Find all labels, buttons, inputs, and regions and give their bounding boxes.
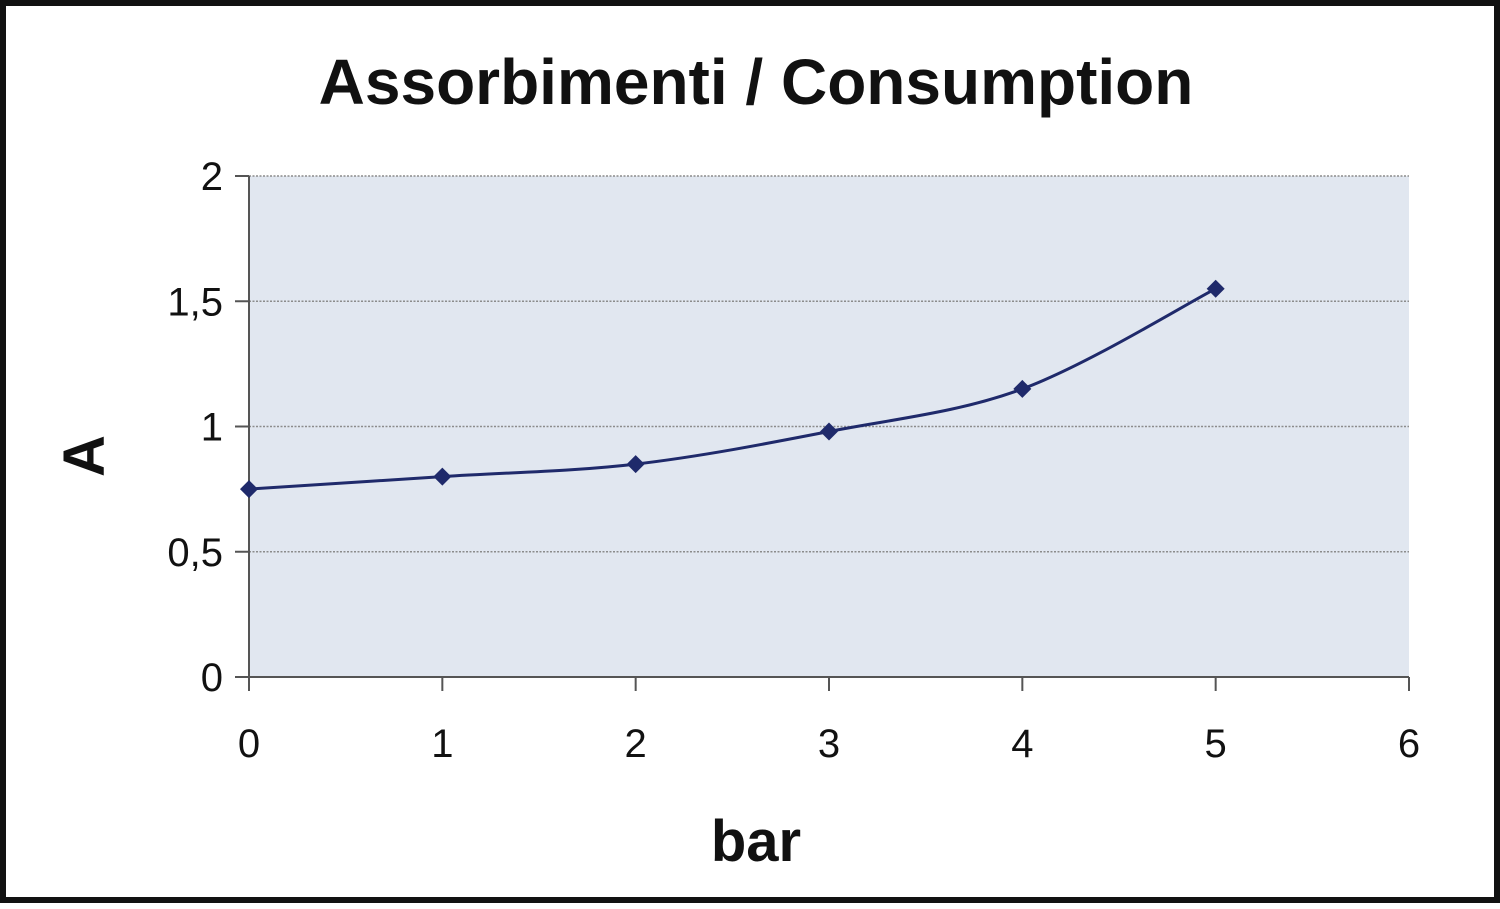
x-tick-label: 3 bbox=[818, 722, 840, 766]
series-line bbox=[248, 287, 1217, 491]
line-chart: Assorbimenti / Consumption 0 0,5 1 1,5 2 0 1 2 3… bbox=[52, 46, 1420, 874]
y-axis-label: A bbox=[52, 435, 117, 477]
x-tick-label: 1 bbox=[431, 722, 453, 766]
y-tick-label: 1 bbox=[201, 406, 223, 450]
y-tick-label: 1,5 bbox=[167, 280, 223, 324]
grid-lines bbox=[249, 175, 1409, 553]
data-point-marker bbox=[820, 422, 838, 441]
data-point-marker bbox=[433, 467, 452, 486]
y-tick-label: 2 bbox=[201, 155, 223, 199]
data-point-marker bbox=[1206, 279, 1225, 298]
data-point-marker bbox=[240, 480, 258, 499]
chart-title: Assorbimenti / Consumption bbox=[319, 46, 1194, 118]
data-series bbox=[240, 279, 1225, 499]
x-tick-label: 6 bbox=[1398, 722, 1420, 766]
x-tick-label: 2 bbox=[625, 722, 647, 766]
y-tick-label: 0,5 bbox=[167, 531, 223, 575]
data-point-marker bbox=[1013, 379, 1032, 398]
y-tick-label: 0 bbox=[201, 656, 223, 700]
tick-labels: 0 0,5 1 1,5 2 0 1 2 3 4 5 6 bbox=[167, 155, 1420, 766]
data-point-marker bbox=[626, 455, 645, 474]
x-tick-label: 4 bbox=[1011, 722, 1033, 766]
axes bbox=[235, 175, 1410, 691]
x-tick-label: 0 bbox=[238, 722, 260, 766]
x-tick-label: 5 bbox=[1205, 722, 1227, 766]
x-axis-label: bar bbox=[711, 809, 801, 874]
